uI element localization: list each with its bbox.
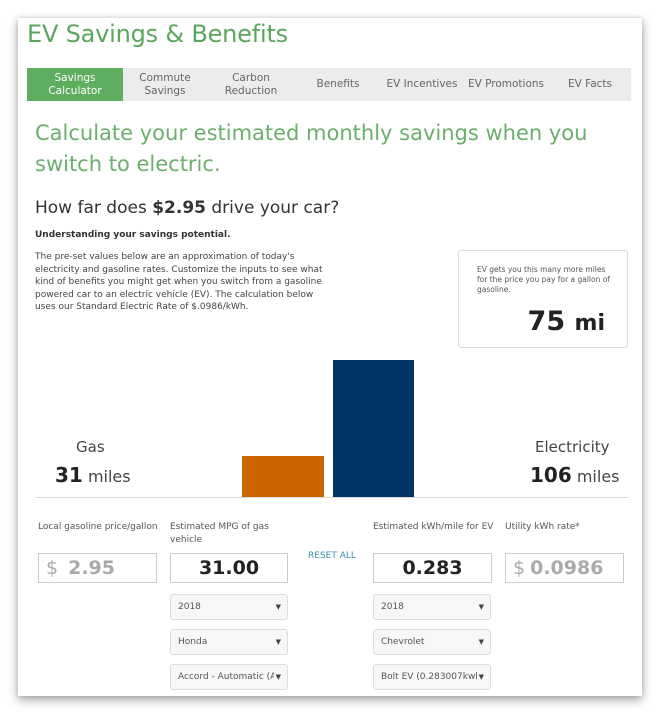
gas-year-select[interactable]: 2018 ▼	[170, 594, 288, 620]
subhead-suffix: drive your car?	[205, 198, 340, 218]
electricity-miles: 106 miles	[530, 463, 620, 487]
gas-model-value: Accord - Automatic (AV	[178, 672, 274, 682]
chevron-down-icon: ▼	[478, 673, 484, 681]
page-title: EV Savings & Benefits	[27, 20, 288, 48]
ev-model-select[interactable]: Bolt EV (0.283007kwh/m▼	[373, 664, 491, 690]
dollar-sign: $	[46, 557, 59, 579]
ev-make-value: Chevrolet	[381, 637, 425, 647]
tab-bar: Savings Calculator Commute Savings Carbo…	[27, 68, 631, 101]
gas-bar	[242, 456, 324, 497]
gas-miles-unit: miles	[87, 467, 131, 486]
chart-baseline	[35, 497, 629, 498]
kwh-rate-input[interactable]: $0.0986	[505, 553, 624, 583]
callout-unit: mi	[574, 311, 605, 336]
callout-number: 75	[527, 306, 566, 337]
subhead-amount: $2.95	[152, 198, 206, 218]
gas-miles-number: 31	[55, 463, 83, 487]
gas-miles: 31 miles	[55, 463, 131, 487]
tab-savings-calculator[interactable]: Savings Calculator	[27, 68, 123, 101]
kwh-rate-value: 0.0986	[530, 557, 604, 579]
kwh-mile-input[interactable]: 0.283	[373, 553, 492, 583]
subhead-prefix: How far does	[35, 198, 153, 218]
kwh-mile-label: Estimated kWh/mile for EV	[373, 522, 494, 532]
gas-price-value: 2.95	[68, 557, 115, 579]
dollar-sign: $	[513, 557, 526, 579]
subhead: How far does $2.95 drive your car?	[35, 198, 339, 218]
gas-price-input[interactable]: $2.95	[38, 553, 157, 583]
electricity-miles-number: 106	[530, 463, 572, 487]
tab-commute-savings[interactable]: Commute Savings	[139, 71, 191, 97]
description: The pre-set values below are an approxim…	[35, 252, 323, 312]
ev-model-value: Bolt EV (0.283007kwh/m	[381, 672, 477, 682]
tab-carbon-reduction[interactable]: Carbon Reduction	[224, 71, 278, 97]
ev-make-select[interactable]: Chevrolet ▼	[373, 629, 491, 655]
tab-benefits[interactable]: Benefits	[316, 78, 360, 90]
mpg-input[interactable]: 31.00	[170, 553, 288, 583]
electricity-label: Electricity	[535, 438, 610, 456]
gas-model-select[interactable]: Accord - Automatic (AV ▼	[170, 664, 288, 690]
reset-all-link[interactable]: RESET ALL	[308, 551, 356, 561]
ev-year-value: 2018	[381, 602, 404, 612]
understanding-title: Understanding your savings potential.	[35, 230, 231, 240]
ev-year-select[interactable]: 2018 ▼	[373, 594, 491, 620]
chevron-down-icon: ▼	[478, 603, 484, 611]
tab-ev-promotions[interactable]: EV Promotions	[467, 78, 545, 90]
mpg-label: Estimated MPG of gas vehicle	[170, 522, 269, 545]
gas-make-select[interactable]: Honda ▼	[170, 629, 288, 655]
tab-ev-incentives[interactable]: EV Incentives	[386, 78, 458, 90]
headline: Calculate your estimated monthly savings…	[35, 121, 588, 176]
chevron-down-icon: ▼	[478, 638, 484, 646]
gas-make-value: Honda	[178, 637, 208, 647]
gas-year-value: 2018	[178, 602, 201, 612]
chevron-down-icon: ▼	[275, 673, 281, 681]
tab-ev-facts[interactable]: EV Facts	[567, 78, 613, 90]
gas-price-label: Local gasoline price/gallon	[38, 522, 158, 532]
electricity-bar	[333, 360, 414, 497]
gas-label: Gas	[76, 438, 105, 456]
electricity-miles-unit: miles	[576, 467, 620, 486]
callout-value: 75 mi	[528, 306, 605, 337]
callout-text: EV gets you this many more miles for the…	[477, 265, 610, 294]
kwh-rate-label: Utility kWh rate*	[505, 522, 580, 532]
extra-miles-callout: EV gets you this many more miles for the…	[458, 250, 628, 348]
chevron-down-icon: ▼	[275, 603, 281, 611]
chevron-down-icon: ▼	[275, 638, 281, 646]
ev-savings-card: EV Savings & Benefits Savings Calculator…	[18, 18, 642, 696]
